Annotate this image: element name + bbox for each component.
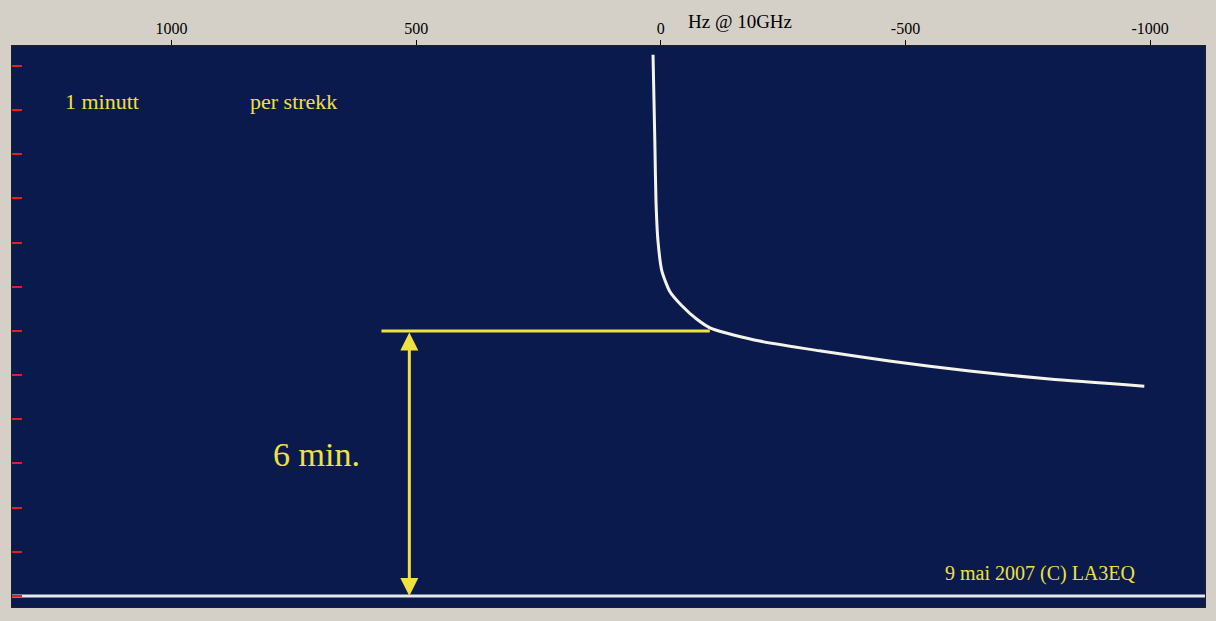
svg-text:Hz @ 10GHz: Hz @ 10GHz xyxy=(688,11,792,32)
svg-text:-1000: -1000 xyxy=(1132,20,1169,37)
svg-text:9 mai 2007 (C) LA3EQ: 9 mai 2007 (C) LA3EQ xyxy=(945,562,1136,585)
svg-text:6 min.: 6 min. xyxy=(273,436,360,473)
svg-text:per strekk: per strekk xyxy=(250,89,337,114)
svg-text:1000: 1000 xyxy=(156,20,188,37)
svg-text:500: 500 xyxy=(404,20,428,37)
svg-text:0: 0 xyxy=(657,20,665,37)
svg-text:1 minutt: 1 minutt xyxy=(65,89,139,114)
svg-text:-500: -500 xyxy=(891,20,920,37)
